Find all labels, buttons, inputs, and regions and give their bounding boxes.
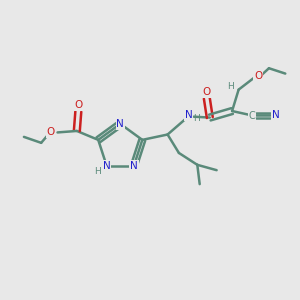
Text: N: N xyxy=(272,110,280,121)
Text: H: H xyxy=(193,114,200,123)
Text: N: N xyxy=(130,161,138,171)
Text: O: O xyxy=(203,87,211,97)
Text: N: N xyxy=(116,119,124,129)
Text: N: N xyxy=(184,110,192,121)
Text: O: O xyxy=(47,127,55,137)
Text: H: H xyxy=(94,167,101,176)
Text: O: O xyxy=(254,71,262,81)
Text: O: O xyxy=(74,100,82,110)
Text: C: C xyxy=(249,111,256,121)
Text: H: H xyxy=(227,82,234,91)
Text: N: N xyxy=(103,161,110,171)
